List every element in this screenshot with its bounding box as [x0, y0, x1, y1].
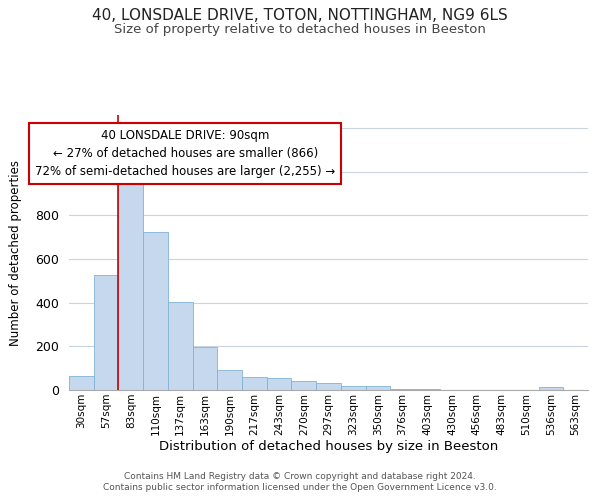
Bar: [539, 388, 563, 390]
Text: Contains HM Land Registry data © Crown copyright and database right 2024.: Contains HM Land Registry data © Crown c…: [124, 472, 476, 481]
Bar: [168, 302, 193, 390]
Bar: [143, 232, 168, 390]
Bar: [415, 389, 440, 390]
Text: Contains public sector information licensed under the Open Government Licence v3: Contains public sector information licen…: [103, 484, 497, 492]
Bar: [267, 378, 292, 390]
Bar: [69, 376, 94, 390]
Bar: [341, 386, 365, 390]
Bar: [193, 348, 217, 390]
Text: 40 LONSDALE DRIVE: 90sqm
← 27% of detached houses are smaller (866)
72% of semi-: 40 LONSDALE DRIVE: 90sqm ← 27% of detach…: [35, 129, 335, 178]
Bar: [242, 377, 267, 390]
Bar: [292, 382, 316, 390]
Bar: [316, 384, 341, 390]
Bar: [365, 386, 390, 390]
Y-axis label: Number of detached properties: Number of detached properties: [9, 160, 22, 346]
X-axis label: Distribution of detached houses by size in Beeston: Distribution of detached houses by size …: [159, 440, 498, 454]
Text: 40, LONSDALE DRIVE, TOTON, NOTTINGHAM, NG9 6LS: 40, LONSDALE DRIVE, TOTON, NOTTINGHAM, N…: [92, 8, 508, 22]
Bar: [118, 172, 143, 390]
Text: Size of property relative to detached houses in Beeston: Size of property relative to detached ho…: [114, 22, 486, 36]
Bar: [94, 276, 118, 390]
Bar: [217, 370, 242, 390]
Bar: [390, 389, 415, 390]
